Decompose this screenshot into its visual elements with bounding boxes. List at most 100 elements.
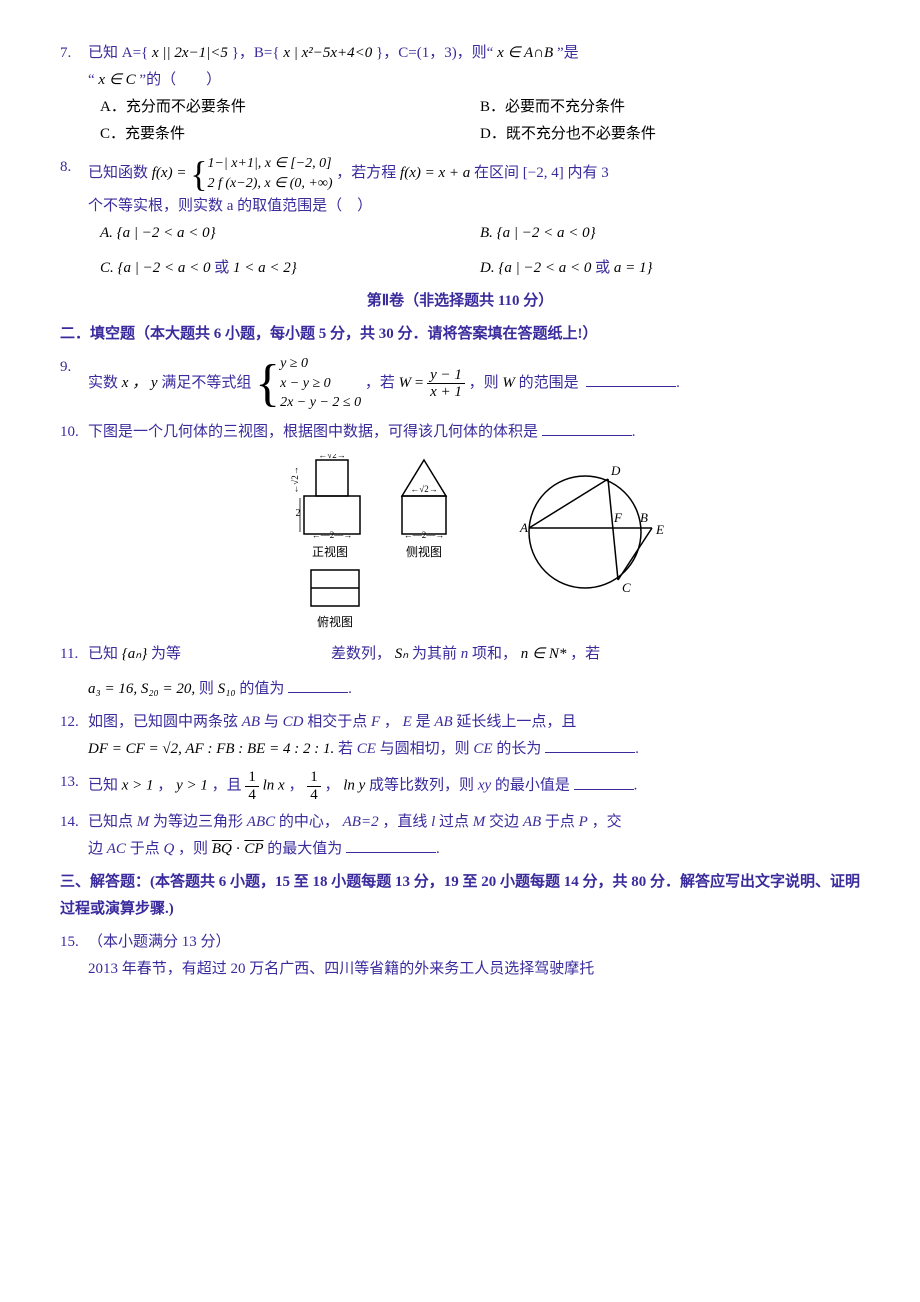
q13-sep2: ， <box>288 778 303 794</box>
q12-l1-mid1: 与 <box>264 714 279 730</box>
q8-d-post: a = 1} <box>614 260 653 276</box>
q11-mid5: ，若 <box>570 646 600 662</box>
q9-system: { y ≥ 0 x − y ≥ 0 2x − y − 2 ≤ 0 <box>255 354 361 413</box>
q8-mid: ，若方程 <box>336 165 396 181</box>
q14-q: Q <box>163 841 174 857</box>
q9-frac: y − 1 x + 1 <box>427 367 465 401</box>
q9-mid1: 满足不等式组 <box>161 375 251 391</box>
question-7: 7. 已知 A={ x || 2x−1|<5 }，B={ x | x²−5x+4… <box>60 40 860 148</box>
q9-mid2: ，若 <box>365 375 395 391</box>
top-view: 俯视图 <box>305 566 365 634</box>
q12-l1-mid2: 相交于点 <box>307 714 367 730</box>
q15-l2: 2013 年春节，有超过 20 万名广西、四川等省籍的外来务工人员选择驾驶摩托 <box>88 961 594 977</box>
q13-blank <box>574 775 634 790</box>
front-view: ←√2→ ←√2→ 2 ←—2—→ 正视图 <box>290 454 370 564</box>
q11-a3: a₃ = 16, S₂₀ = 20, <box>88 681 195 697</box>
q12-ab2: AB <box>434 714 452 730</box>
question-15: 15. （本小题满分 13 分） 2013 年春节，有超过 20 万名广西、四川… <box>60 929 860 983</box>
q8-c-post: 1 < a < 2} <box>233 260 297 276</box>
question-12: 12. 如图，已知圆中两条弦 AB 与 CD 相交于点 F ， E 是 AB 延… <box>60 709 860 763</box>
q8-opt-b: B. {a | −2 < a < 0} <box>480 220 860 247</box>
q13-number: 13. <box>60 769 79 796</box>
q8-d-or: 或 <box>595 260 610 276</box>
q10-number: 10. <box>60 419 79 446</box>
q9-frac-den: x + 1 <box>427 384 465 401</box>
q14-l: l <box>431 814 435 830</box>
q14-l1-mid2: 的中心， <box>279 814 339 830</box>
q7-options: A．充分而不必要条件 B．必要而不充分条件 C．充要条件 D．既不充分也不必要条… <box>88 94 860 148</box>
q7-number: 7. <box>60 40 71 67</box>
side-view: ←√2→ ←—2—→ 侧视图 <box>388 454 460 564</box>
q13-f2n: 1 <box>307 769 321 787</box>
q11-blank <box>288 678 348 693</box>
question-9: 9. 实数 x ， y 满足不等式组 { y ≥ 0 x − y ≥ 0 2x … <box>60 354 860 413</box>
q12-blank <box>545 738 635 753</box>
q12-l2-mid2: 与圆相切，则 <box>380 741 470 757</box>
q12-number: 12. <box>60 709 79 736</box>
q7-expr1: x ∈ A∩B <box>497 45 553 61</box>
q12-l2-post: 的长为 <box>496 741 541 757</box>
question-8: 8. 已知函数 f(x) = { 1−| x+1|, x ∈ [−2, 0] 2… <box>60 154 860 282</box>
label-B: B <box>640 510 648 525</box>
q10-text: 下图是一个几何体的三视图，根据图中数据，可得该几何体的体积是 <box>88 424 538 440</box>
top-view-svg <box>305 566 365 610</box>
q8-line2: 个不等实根，则实数 a 的取值范围是（ ） <box>88 198 372 214</box>
q7-mid3: ”是 <box>557 45 579 61</box>
front-view-svg: ←√2→ ←√2→ 2 ←—2—→ <box>290 454 370 540</box>
q12-l1-post: 延长线上一点，且 <box>456 714 576 730</box>
label-F: F <box>613 510 623 525</box>
q12-l2-mid1: 若 <box>338 741 353 757</box>
q14-l2-mid1: 于点 <box>130 841 160 857</box>
side-label: 侧视图 <box>406 542 442 564</box>
q9-W: W <box>399 375 412 391</box>
q12-ab: AB <box>242 714 260 730</box>
q13-sep1: ， <box>157 778 172 794</box>
q13-sep3: ， <box>324 778 339 794</box>
q8-case2: 2 f (x−2), x ∈ (0, +∞) <box>207 174 332 194</box>
q14-l2-post: 的最大值为 <box>267 841 342 857</box>
q7-opt-d: D．既不充分也不必要条件 <box>480 121 860 148</box>
q11-l2post: 的值为 <box>239 681 284 697</box>
q12-l1-mid3: ， <box>384 714 399 730</box>
q14-p: P <box>579 814 588 830</box>
q7-expr2: x ∈ C <box>98 72 135 88</box>
svg-text:←—2—→: ←—2—→ <box>312 530 353 540</box>
q9-W2: W <box>502 375 515 391</box>
q11-s10: S₁₀ <box>218 681 236 697</box>
q9-pre: 实数 <box>88 375 118 391</box>
q8-d-pre: D. {a | −2 < a < 0 <box>480 260 591 276</box>
q10-blank <box>542 421 632 436</box>
svg-text:←√2→: ←√2→ <box>410 484 437 494</box>
q11-l2mid: 则 <box>199 681 214 697</box>
q7-set-b: x | x²−5x+4<0 <box>283 45 372 61</box>
q8-opt-d: D. {a | −2 < a < 0 或 a = 1} <box>480 255 860 282</box>
q13-frac1: 1 4 <box>245 769 259 803</box>
circle-diagram: D A F B E C <box>500 454 670 604</box>
q8-eq: f(x) = x + a <box>400 165 470 181</box>
q7-set-a: x || 2x−1|<5 <box>152 45 228 61</box>
q9-frac-num: y − 1 <box>427 367 465 385</box>
q13-pre: 已知 <box>88 778 118 794</box>
q9-blank <box>586 372 676 387</box>
q8-c-pre: C. {a | −2 < a < 0 <box>100 260 211 276</box>
question-14: 14. 已知点 M 为等边三角形 ABC 的中心， AB=2 ，直线 l 过点 … <box>60 809 860 863</box>
q11-sn: Sₙ <box>395 646 408 662</box>
question-11: 11. 已知 {aₙ} 为等 差数列， Sₙ 为其前 n 项和， n ∈ N* … <box>60 641 860 703</box>
question-13: 13. 已知 x > 1 ， y > 1 ，且 1 4 ln x ， 1 4 ，… <box>60 769 860 803</box>
q14-l1-mid1: 为等边三角形 <box>153 814 243 830</box>
svg-text:←√2→: ←√2→ <box>318 454 345 460</box>
q11-seq: {aₙ} <box>122 646 147 662</box>
section2-title: 第Ⅱ卷（非选择题共 110 分） <box>60 288 860 315</box>
top-label: 俯视图 <box>317 612 353 634</box>
q9-c1: y ≥ 0 <box>280 354 361 374</box>
q14-l1-mid6: 于点 <box>545 814 575 830</box>
q15-l1: （本小题满分 13 分） <box>88 934 231 950</box>
q14-cp: CP <box>244 841 263 857</box>
q13-f2d: 4 <box>307 787 321 804</box>
q14-m2: M <box>473 814 486 830</box>
q9-mid3: ，则 <box>469 375 499 391</box>
q8-case1: 1−| x+1|, x ∈ [−2, 0] <box>207 154 332 174</box>
q8-opt-a: A. {a | −2 < a < 0} <box>100 220 480 247</box>
q13-f1d: 4 <box>245 787 259 804</box>
q8-fx: f(x) = <box>152 165 187 181</box>
